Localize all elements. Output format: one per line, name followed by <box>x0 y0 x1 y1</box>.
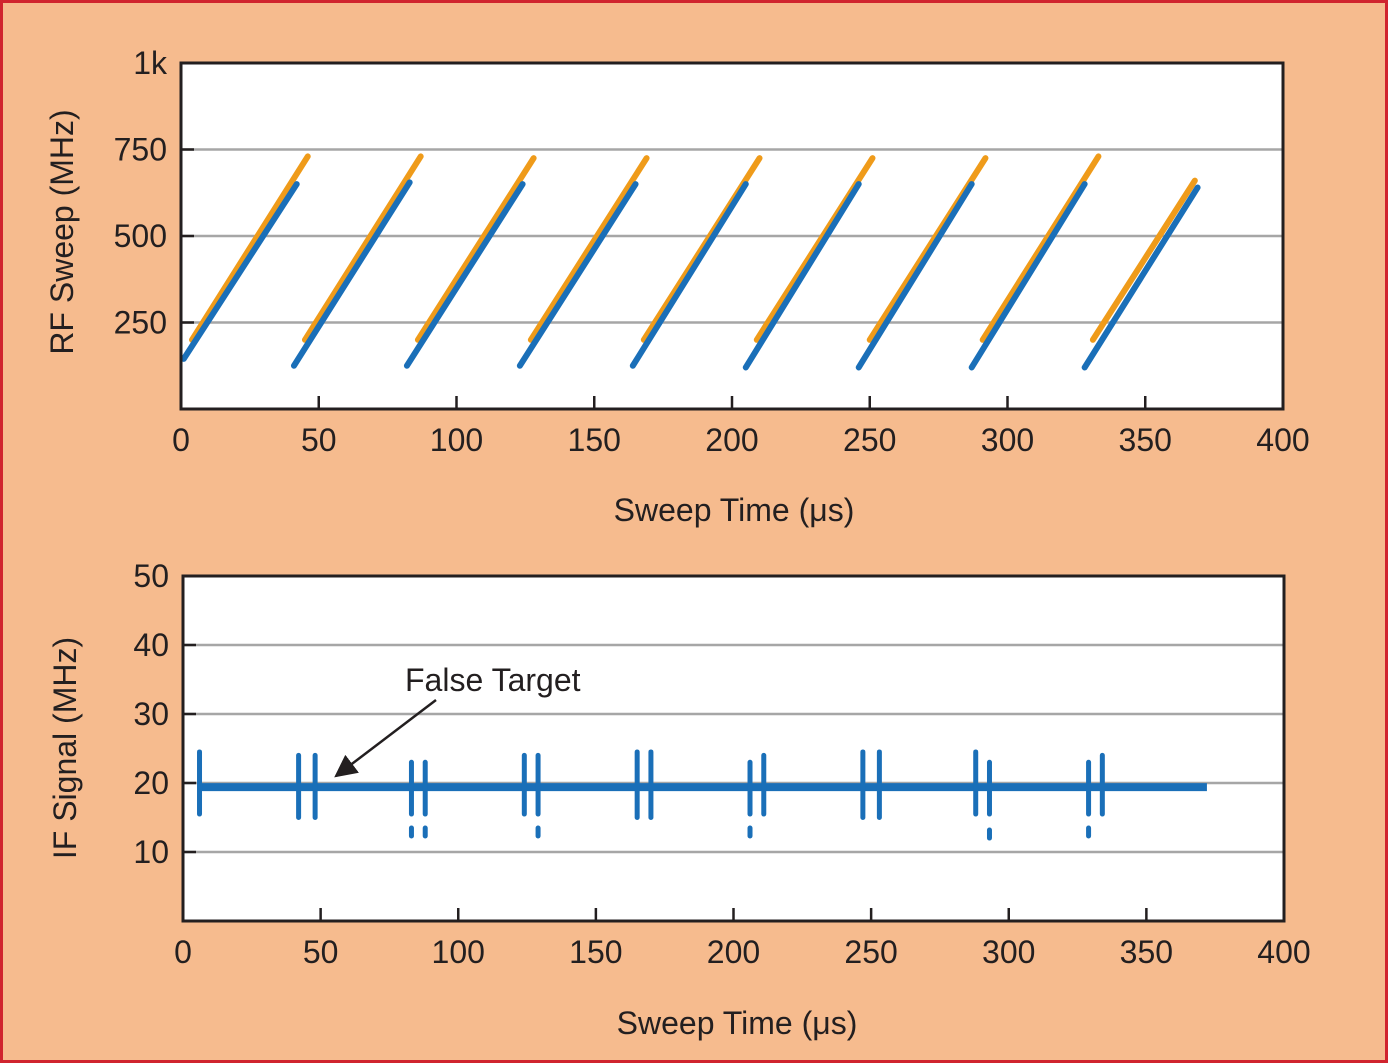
sweep-line-segment <box>855 181 975 371</box>
y-tick-label: 30 <box>133 696 169 732</box>
sweep-line-segment <box>1089 177 1198 343</box>
y-tick-label: 500 <box>114 218 167 254</box>
x-axis-label: Sweep Time (μs) <box>617 1005 858 1041</box>
x-tick-label: 200 <box>705 422 758 458</box>
x-tick-label: 150 <box>568 422 621 458</box>
y-tick-label: 20 <box>133 765 169 801</box>
x-tick-label: 150 <box>569 934 622 970</box>
sweep-line-segment <box>527 155 650 343</box>
x-tick-label: 250 <box>844 934 897 970</box>
x-tick-label: 350 <box>1119 422 1172 458</box>
y-axis-label: IF Signal (MHz) <box>47 637 83 859</box>
y-tick-label: 750 <box>114 132 167 168</box>
y-tick-label: 40 <box>133 627 169 663</box>
sweep-line-segment <box>1081 184 1201 371</box>
sweep-line-segment <box>290 179 413 369</box>
if-signal-panel: 10 20 30 40 50 0 50 100 150 200 250 300 350 400 False… <box>47 558 1311 1041</box>
x-tick-label: 100 <box>432 934 485 970</box>
grid <box>181 148 1283 324</box>
x-axis-label: Sweep Time (μs) <box>614 492 855 528</box>
sweep-line-segment <box>403 181 526 369</box>
sweep-line-segment <box>414 155 537 343</box>
y-tick-label: 250 <box>114 305 167 341</box>
sweep-line-segment <box>189 153 311 343</box>
series-layer <box>197 749 1207 841</box>
false-target-arrow <box>334 699 437 778</box>
rf-sweep-panel: 250 500 750 1k 0 50 100 150 200 250 300 350 400 Swee… <box>44 45 1310 528</box>
x-tick-label: 50 <box>303 934 339 970</box>
x-tick-label: 300 <box>981 422 1034 458</box>
plot-area <box>183 576 1284 921</box>
sweep-line-segment <box>301 153 424 343</box>
x-tick-label: 350 <box>1120 934 1173 970</box>
y-tick-label: 50 <box>133 558 169 594</box>
sweep-line-segment <box>968 181 1088 371</box>
x-tick-label: 50 <box>301 422 337 458</box>
y-axis-label: RF Sweep (MHz) <box>44 109 80 354</box>
false-target-annotation: False Target <box>405 662 581 698</box>
grid <box>183 643 1284 854</box>
sweep-line-segment <box>979 153 1102 343</box>
x-tick-label: 400 <box>1257 934 1310 970</box>
ticks: 10 20 30 40 50 0 50 100 150 200 250 300 350 400 <box>133 558 1310 970</box>
x-tick-label: 0 <box>172 422 190 458</box>
sweep-line-segment <box>516 181 639 369</box>
x-tick-label: 200 <box>707 934 760 970</box>
sweep-line-segment <box>180 181 300 362</box>
y-tick-label: 10 <box>133 834 169 870</box>
x-tick-label: 0 <box>174 934 192 970</box>
sweep-line-segment <box>742 181 862 371</box>
x-tick-label: 100 <box>430 422 483 458</box>
x-tick-label: 300 <box>982 934 1035 970</box>
sweep-line-segment <box>629 181 749 369</box>
series-layer <box>180 153 1201 371</box>
x-tick-label: 400 <box>1256 422 1309 458</box>
ticks: 250 500 750 1k 0 50 100 150 200 250 300 350 400 <box>114 45 1310 458</box>
y-tick-label: 1k <box>133 45 168 81</box>
x-tick-label: 250 <box>843 422 896 458</box>
